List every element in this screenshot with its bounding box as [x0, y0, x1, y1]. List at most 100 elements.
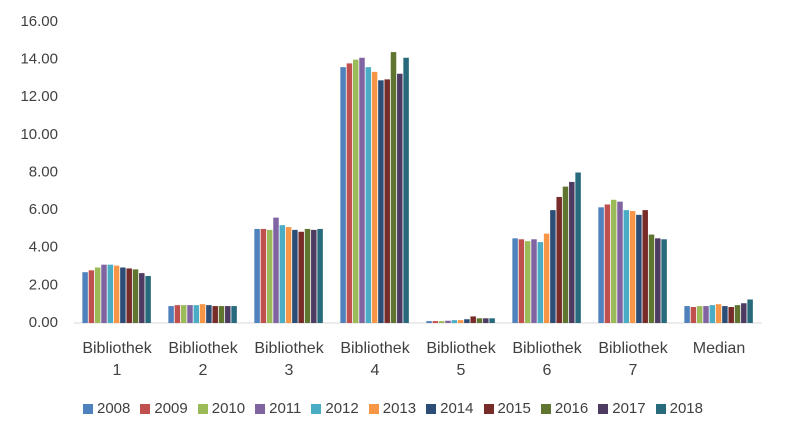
x-tick-label: Bibliothek 7: [598, 340, 668, 379]
bar: [139, 273, 145, 323]
bar: [531, 239, 537, 323]
legend-item: 2018: [655, 400, 703, 417]
bar: [107, 264, 114, 323]
bar: [690, 307, 697, 323]
x-tick-label: Bibliothek 5: [426, 340, 496, 379]
bar: [145, 275, 151, 323]
bar: [451, 320, 458, 323]
bar: [438, 321, 445, 323]
legend-label: 2013: [382, 400, 417, 417]
bar: [340, 67, 346, 324]
legend-label: 2015: [497, 400, 531, 417]
bar: [489, 318, 495, 323]
bar: [457, 320, 464, 323]
bar: [352, 59, 359, 323]
x-tick-label: Bibliothek 2: [168, 340, 238, 379]
bar: [266, 229, 273, 323]
bar: [623, 210, 630, 323]
bar: [728, 307, 734, 323]
bar: [550, 210, 556, 323]
bar: [642, 210, 648, 323]
y-tick-label: 2.00: [29, 276, 58, 293]
y-tick-label: 16.00: [20, 13, 58, 30]
legend-label: 2011: [269, 400, 302, 417]
bar: [426, 321, 432, 323]
legend-swatch: [655, 403, 666, 414]
bar: [304, 228, 311, 323]
bar: [432, 321, 439, 323]
bar: [648, 234, 655, 323]
legend-label: 2008: [96, 400, 131, 417]
bar: [225, 306, 231, 323]
legend-swatch: [140, 403, 151, 414]
legend-swatch: [598, 403, 609, 414]
bar: [655, 238, 661, 323]
bar: [524, 241, 531, 323]
bar: [174, 305, 181, 323]
bar: [734, 305, 741, 323]
bar: [82, 272, 88, 323]
legend-item: 2015: [483, 400, 531, 417]
bar: [212, 306, 218, 323]
legend-item: 2009: [140, 400, 188, 417]
bar: [715, 304, 722, 323]
bar: [371, 71, 378, 324]
bar: [273, 217, 279, 323]
legend-swatch: [426, 403, 437, 414]
bar: [285, 227, 292, 323]
bar: [610, 199, 617, 323]
bar: [476, 318, 483, 323]
x-tick-label: Bibliothek 1: [82, 340, 152, 379]
y-tick-label: 14.00: [20, 51, 58, 68]
bar: [556, 196, 562, 323]
legend-label: 2009: [154, 400, 188, 417]
legend-label: 2014: [440, 400, 474, 417]
bar: [604, 204, 611, 323]
bar: [703, 306, 709, 323]
bar: [569, 181, 575, 323]
legend-swatch: [368, 403, 379, 414]
legend-item: 2013: [368, 400, 417, 417]
bar: [445, 320, 451, 323]
legend-item: 2011: [255, 400, 301, 417]
bar: [722, 306, 728, 323]
x-tick-label: Bibliothek 4: [340, 340, 410, 379]
legend-label: 2012: [325, 400, 359, 417]
bar: [636, 214, 642, 323]
bar: [684, 306, 690, 323]
bar: [88, 270, 95, 323]
bar: [709, 305, 716, 323]
y-tick-label: 8.00: [29, 163, 58, 180]
y-tick-label: 6.00: [29, 201, 58, 218]
bar: [537, 242, 544, 323]
bar: [470, 316, 476, 323]
bar: [747, 299, 753, 323]
legend-swatch: [82, 403, 93, 414]
x-tick-label: Bibliothek 3: [254, 340, 324, 379]
bar: [101, 264, 107, 323]
x-tick-label: Bibliothek 6: [512, 340, 582, 379]
bar: [218, 306, 225, 323]
x-tick-label: Median: [692, 340, 746, 357]
legend-item: 2014: [426, 400, 474, 417]
bar: [298, 231, 304, 323]
bar: [696, 306, 703, 323]
y-tick-label: 12.00: [20, 88, 58, 105]
bar: [543, 233, 550, 323]
bar: [464, 319, 470, 323]
bar: [518, 239, 525, 323]
legend-label: 2018: [669, 400, 703, 417]
bar: [575, 172, 581, 323]
bar: [617, 201, 623, 323]
bar: [254, 228, 260, 323]
bar: [346, 63, 353, 323]
bar: [598, 207, 604, 323]
bar: [187, 305, 193, 323]
legend-item: 2012: [311, 400, 359, 417]
legend-label: 2010: [211, 400, 246, 417]
bar: [365, 67, 372, 324]
legend-swatch: [255, 403, 266, 414]
legend-label: 2016: [554, 400, 589, 417]
